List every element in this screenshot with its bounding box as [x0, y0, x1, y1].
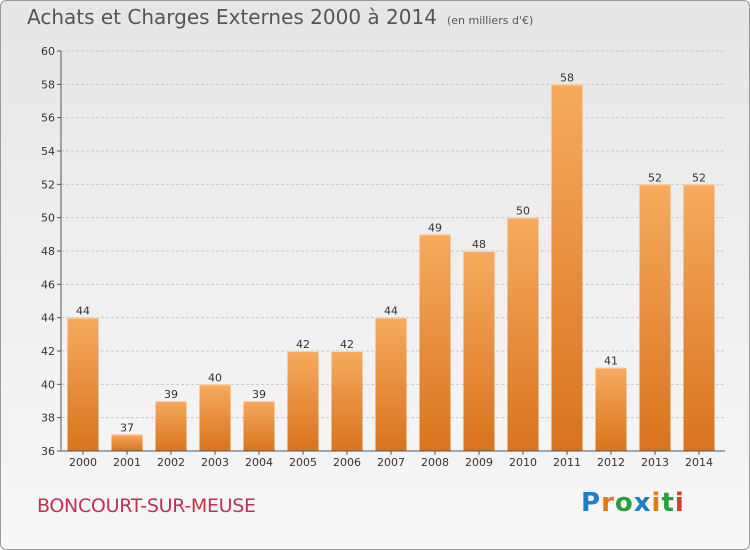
labels: 36 38 40 42 44 46 48 50 52 54 56 58 60 44 2000 37 2001 39… [41, 45, 713, 469]
bar-2001 [111, 434, 143, 451]
y-tick-label: 44 [41, 312, 55, 325]
x-tick-label: 2010 [509, 456, 537, 469]
x-tick-label: 2008 [421, 456, 449, 469]
y-tick-label: 38 [41, 412, 55, 425]
bar-value-label: 44 [76, 305, 90, 318]
bar-value-label: 50 [516, 205, 530, 218]
chart-title-unit: (en milliers d'€) [446, 14, 534, 27]
x-tick-label: 2011 [553, 456, 581, 469]
chart-title-main: Achats et Charges Externes 2000 à 2014 [27, 5, 437, 29]
bar-value-label: 48 [472, 238, 486, 251]
logo-letter: P [581, 488, 602, 518]
bar-2010 [507, 217, 539, 451]
y-tick-label: 40 [41, 378, 55, 391]
place-name: BONCOURT-SUR-MEUSE [37, 495, 256, 517]
x-tick-label: 2000 [69, 456, 97, 469]
y-tick-label: 46 [41, 278, 55, 291]
y-tick-label: 42 [41, 345, 55, 358]
bar-value-label: 39 [252, 388, 266, 401]
logo-letter: i [651, 488, 662, 518]
y-tick-label: 52 [41, 178, 55, 191]
x-tick-label: 2004 [245, 456, 273, 469]
x-tick-label: 2006 [333, 456, 361, 469]
x-tick-label: 2001 [113, 456, 141, 469]
bar-2002 [155, 401, 187, 451]
logo-letter: r [601, 488, 615, 518]
x-tick-label: 2002 [157, 456, 185, 469]
y-tick-label: 56 [41, 112, 55, 125]
axes [57, 50, 725, 455]
bar-value-label: 52 [648, 171, 662, 184]
bar-2014 [683, 184, 715, 452]
bar-value-label: 58 [560, 71, 574, 84]
bar-2011 [551, 84, 583, 451]
logo-letter: i [674, 488, 685, 518]
y-tick-label: 50 [41, 212, 55, 225]
bar-value-label: 42 [340, 338, 354, 351]
logo-letter: t [661, 488, 675, 518]
y-tick-label: 54 [41, 145, 55, 158]
bar-2012 [595, 367, 627, 451]
bar-2009 [463, 251, 495, 451]
x-tick-label: 2009 [465, 456, 493, 469]
bar-value-label: 37 [120, 421, 134, 434]
x-tick-label: 2012 [597, 456, 625, 469]
x-tick-label: 2007 [377, 456, 405, 469]
x-tick-label: 2005 [289, 456, 317, 469]
y-tick-label: 48 [41, 245, 55, 258]
bar-value-label: 49 [428, 221, 442, 234]
logo-letter: o [614, 488, 634, 518]
bars [67, 84, 715, 452]
x-tick-label: 2003 [201, 456, 229, 469]
bar-value-label: 39 [164, 388, 178, 401]
bar-value-label: 42 [296, 338, 310, 351]
proxiti-logo[interactable]: Proxiti [581, 488, 685, 518]
bar-2008 [419, 234, 451, 451]
bar-value-label: 52 [692, 171, 706, 184]
bar-2007 [375, 317, 407, 451]
bar-2000 [67, 317, 99, 451]
bar-value-label: 44 [384, 305, 398, 318]
x-tick-label: 2014 [685, 456, 713, 469]
bar-2004 [243, 401, 275, 451]
bar-value-label: 41 [604, 355, 618, 368]
bar-2005 [287, 351, 319, 451]
x-tick-label: 2013 [641, 456, 669, 469]
bar-2013 [639, 184, 671, 452]
chart-title: Achats et Charges Externes 2000 à 2014 (e… [27, 5, 533, 29]
y-tick-label: 36 [41, 445, 55, 458]
bar-2003 [199, 384, 231, 451]
bar-2006 [331, 351, 363, 451]
y-tick-label: 60 [41, 45, 55, 58]
y-tick-label: 58 [41, 78, 55, 91]
logo-letter: x [633, 488, 652, 518]
bar-value-label: 40 [208, 371, 222, 384]
